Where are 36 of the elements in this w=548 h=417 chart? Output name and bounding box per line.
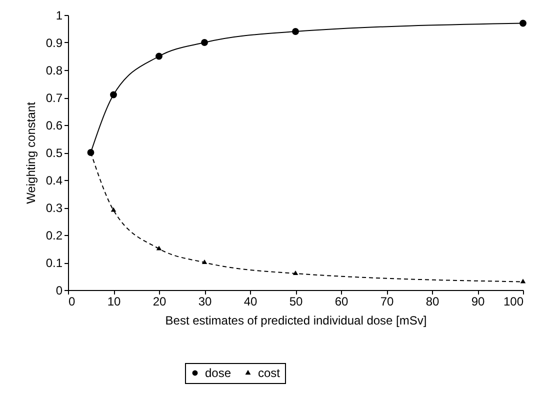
x-tick-label: 100 [503, 294, 524, 308]
point [520, 20, 526, 27]
x-tick-label: 10 [107, 294, 121, 308]
x-tick-label: 50 [289, 294, 303, 308]
y-tick-label: 0 [56, 284, 63, 298]
x-tick-label: 30 [198, 294, 212, 308]
point [292, 28, 299, 35]
y-tick-label: 0.1 [46, 256, 63, 270]
y-tick-label: 1 [56, 8, 63, 22]
y-tick-label: 0.9 [46, 36, 63, 50]
point [110, 91, 117, 98]
x-tick-label: 60 [334, 294, 348, 308]
y-tick-label: 0.4 [46, 174, 63, 188]
point [292, 270, 298, 276]
y-tick-label: 0.7 [46, 91, 63, 105]
x-tick-label: 20 [152, 294, 166, 308]
legend-label: dose [205, 366, 232, 380]
y-tick-label: 0.2 [46, 228, 63, 242]
x-axis-title: Best estimates of predicted individual dose [mSv] [165, 314, 427, 328]
point [156, 52, 162, 60]
y-tick-label: 0.3 [46, 201, 63, 215]
point [156, 246, 162, 250]
point [202, 259, 208, 264]
y-tick-label: 0.8 [46, 64, 63, 78]
y-tick-label: 0.6 [46, 118, 63, 132]
x-tick-label: 90 [471, 294, 485, 308]
x-tick-label: 0 [68, 294, 76, 308]
legend-label: cost [258, 366, 281, 380]
y-axis-title: Weighting constant [24, 101, 38, 204]
point [110, 207, 116, 212]
x-tick-label: 40 [244, 294, 258, 308]
x-tick-label: 80 [426, 294, 440, 308]
x-tick-label: 70 [380, 294, 394, 308]
y-tick-label: 0.5 [46, 146, 63, 160]
point [201, 39, 208, 46]
point [520, 278, 526, 284]
